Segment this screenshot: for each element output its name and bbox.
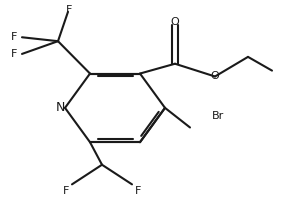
- Text: O: O: [170, 17, 179, 28]
- Text: F: F: [11, 32, 17, 42]
- Text: F: F: [66, 5, 72, 15]
- Text: N: N: [55, 101, 65, 114]
- Text: O: O: [211, 71, 219, 82]
- Text: F: F: [11, 49, 17, 59]
- Text: Br: Br: [212, 111, 224, 121]
- Text: F: F: [135, 186, 141, 196]
- Text: F: F: [62, 186, 69, 196]
